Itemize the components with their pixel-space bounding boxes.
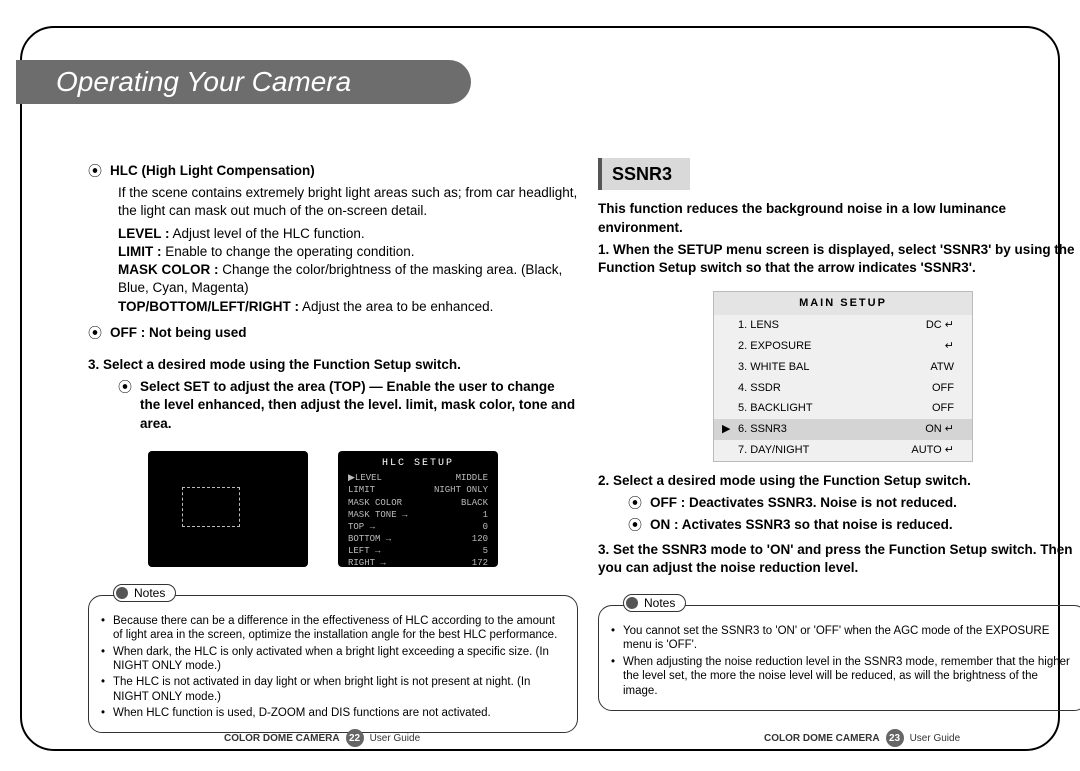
osd-key: ▶LEVEL xyxy=(348,472,382,484)
left-footer: COLOR DOME CAMERA 22 User Guide xyxy=(224,729,420,747)
osd-key: MASK COLOR xyxy=(348,497,402,509)
note-item: Because there can be a difference in the… xyxy=(101,614,565,643)
note-item: You cannot set the SSNR3 to 'ON' or 'OFF… xyxy=(611,624,1075,653)
hlc-toplr-text: Adjust the area to be enhanced. xyxy=(302,299,493,314)
page-number-right: 23 xyxy=(886,729,904,747)
right-notes: Notes You cannot set the SSNR3 to 'ON' o… xyxy=(598,605,1080,711)
osd-key: BOTTOM → xyxy=(348,533,391,545)
ms-val: DC xyxy=(926,318,954,333)
notes-label: Notes xyxy=(644,595,675,611)
ssnr3-step2: 2. Select a desired mode using the Funct… xyxy=(598,472,1080,490)
pin-icon xyxy=(116,587,128,599)
osd-key: TOP → xyxy=(348,521,375,533)
footer-product: COLOR DOME CAMERA xyxy=(224,733,340,744)
pin-icon xyxy=(626,597,638,609)
note-item: When HLC function is used, D-ZOOM and DI… xyxy=(101,706,565,720)
ms-label: 1. LENS xyxy=(738,318,779,333)
disc-icon: ⦿ xyxy=(88,162,102,180)
disc-icon: ⦿ xyxy=(118,378,132,433)
page-number-left: 22 xyxy=(346,729,364,747)
osd-val: MIDDLE xyxy=(456,472,488,484)
ms-val: OFF xyxy=(932,381,954,396)
hlc-osd-title: HLC SETUP xyxy=(344,457,492,471)
left-column: ⦿ HLC (High Light Compensation) If the s… xyxy=(88,158,578,733)
hlc-osd-footer: Press SET to Return xyxy=(344,575,492,587)
ssnr3-step3: 3. Set the SSNR3 mode to 'ON' and press … xyxy=(598,541,1080,577)
left-step3-sub: Select SET to adjust the area (TOP) — En… xyxy=(140,378,578,433)
hlc-off: OFF : Not being used xyxy=(110,324,247,342)
hlc-osd: HLC SETUP ▶LEVEL MIDDLE LIMIT NIGHT ONLY M… xyxy=(338,451,498,567)
disc-icon: ⦿ xyxy=(628,516,642,534)
ms-label: 5. BACKLIGHT xyxy=(738,401,813,416)
hlc-level-text: Adjust level of the HLC function. xyxy=(173,226,365,241)
osd-val: 120 xyxy=(472,533,488,545)
ms-val: ON xyxy=(925,422,954,437)
ssnr3-on: ON : Activates SSNR3 so that noise is re… xyxy=(650,516,953,534)
hlc-level-label: LEVEL : xyxy=(118,226,170,241)
osd-val: 172 xyxy=(472,557,488,569)
ssnr3-off: OFF : Deactivates SSNR3. Noise is not re… xyxy=(650,494,957,512)
hlc-frame xyxy=(148,451,308,567)
footer-product: COLOR DOME CAMERA xyxy=(764,733,880,744)
right-footer: COLOR DOME CAMERA 23 User Guide xyxy=(764,729,960,747)
hlc-title: HLC (High Light Compensation) xyxy=(110,162,315,180)
main-setup-menu: MAIN SETUP 1. LENS DC 2. EXPOSURE 3. WHIT… xyxy=(713,291,973,462)
ms-val xyxy=(945,339,954,354)
hlc-limit-label: LIMIT : xyxy=(118,244,162,259)
left-step3: 3. Select a desired mode using the Funct… xyxy=(88,356,578,374)
ms-label: 2. EXPOSURE xyxy=(738,339,811,354)
main-setup-title: MAIN SETUP xyxy=(714,292,972,315)
osd-val: NIGHT ONLY xyxy=(434,484,488,496)
hlc-maskcolor-label: MASK COLOR : xyxy=(118,262,219,277)
ms-label: 3. WHITE BAL xyxy=(738,360,810,375)
osd-key: RIGHT → xyxy=(348,557,386,569)
osd-val: BLACK xyxy=(461,497,488,509)
hlc-limit-text: Enable to change the operating condition… xyxy=(165,244,414,259)
hlc-preview: HLC SETUP ▶LEVEL MIDDLE LIMIT NIGHT ONLY M… xyxy=(148,451,578,567)
disc-icon: ⦿ xyxy=(628,494,642,512)
note-item: The HLC is not activated in day light or… xyxy=(101,675,565,704)
osd-key: LIMIT xyxy=(348,484,375,496)
ms-label: 4. SSDR xyxy=(738,381,781,396)
note-item: When adjusting the noise reduction level… xyxy=(611,655,1075,698)
left-notes: Notes Because there can be a difference … xyxy=(88,595,578,734)
page-title: Operating Your Camera xyxy=(16,60,471,104)
notes-tab: Notes xyxy=(113,584,176,602)
right-column: SSNR3 This function reduces the backgrou… xyxy=(598,158,1080,711)
osd-val: 1 xyxy=(483,509,488,521)
disc-icon: ⦿ xyxy=(88,324,102,342)
hlc-toplr-label: TOP/BOTTOM/LEFT/RIGHT : xyxy=(118,299,299,314)
ssnr3-step1: 1. When the SETUP menu screen is display… xyxy=(598,241,1080,277)
osd-key: LEFT → xyxy=(348,545,380,557)
ssnr3-intro: This function reduces the background noi… xyxy=(598,200,1080,236)
ssnr3-section: SSNR3 xyxy=(598,158,690,190)
note-item: When dark, the HLC is only activated whe… xyxy=(101,645,565,674)
ms-label: 7. DAY/NIGHT xyxy=(738,443,809,458)
notes-tab: Notes xyxy=(623,594,686,612)
notes-label: Notes xyxy=(134,585,165,601)
mask-rect xyxy=(182,487,240,527)
hlc-desc: If the scene contains extremely bright l… xyxy=(118,184,578,220)
footer-guide: User Guide xyxy=(370,733,421,744)
footer-guide: User Guide xyxy=(910,733,961,744)
ms-label: 6. SSNR3 xyxy=(738,422,787,437)
ms-val: OFF xyxy=(932,401,954,416)
osd-key: MASK TONE → xyxy=(348,509,407,521)
ms-val: AUTO xyxy=(911,443,954,458)
osd-val: 0 xyxy=(483,521,488,533)
ms-val: ATW xyxy=(930,360,954,375)
osd-val: 5 xyxy=(483,545,488,557)
